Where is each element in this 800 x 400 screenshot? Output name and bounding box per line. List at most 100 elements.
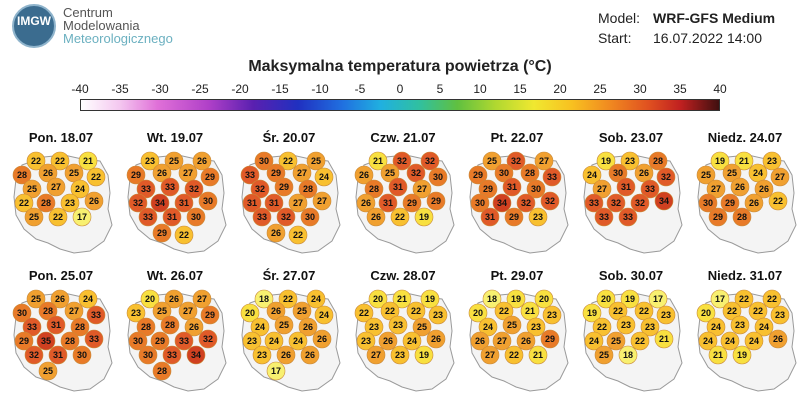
temperature-bubble: 30 bbox=[138, 345, 158, 365]
temperature-value: 28 bbox=[653, 156, 663, 166]
temperature-circle bbox=[608, 163, 628, 183]
temperature-circle bbox=[72, 207, 92, 227]
temperature-bubble: 33 bbox=[240, 165, 260, 185]
temperature-value: 18 bbox=[259, 294, 269, 304]
temperature-circle bbox=[654, 191, 674, 211]
temperature-bubble: 25 bbox=[24, 207, 44, 227]
temperature-circle bbox=[174, 193, 194, 213]
temperature-bubble: 22 bbox=[634, 301, 654, 321]
temperature-value: 30 bbox=[77, 350, 87, 360]
temperature-bubble: 26 bbox=[744, 193, 764, 213]
temperature-value: 32 bbox=[397, 156, 407, 166]
temperature-circle bbox=[744, 193, 764, 213]
temperature-value: 20 bbox=[145, 294, 155, 304]
temperature-bubble: 28 bbox=[364, 179, 384, 199]
temperature-value: 27 bbox=[371, 350, 381, 360]
temperature-circle bbox=[26, 151, 46, 171]
temperature-bubble: 25 bbox=[306, 151, 326, 171]
temperature-value: 24 bbox=[319, 172, 329, 182]
temperature-circle bbox=[722, 301, 742, 321]
temperature-value: 22 bbox=[739, 294, 749, 304]
temperature-value: 23 bbox=[145, 156, 155, 166]
temperature-circle bbox=[492, 331, 512, 351]
temperature-value: 31 bbox=[383, 198, 393, 208]
temperature-bubble: 29 bbox=[274, 177, 294, 197]
day-label: Sob. 30.07 bbox=[598, 268, 664, 283]
temperature-bubble: 19 bbox=[710, 151, 730, 171]
temperature-bubble: 20 bbox=[596, 289, 616, 309]
temperature-bubble: 24 bbox=[748, 163, 768, 183]
temperature-bubble: 22 bbox=[504, 345, 524, 365]
temperature-bubble: 23 bbox=[762, 151, 782, 171]
temperature-circle bbox=[592, 179, 612, 199]
temperature-circle bbox=[708, 345, 728, 365]
temperature-bubble: 27 bbox=[412, 179, 432, 199]
temperature-circle bbox=[356, 193, 376, 213]
temperature-bubble: 28 bbox=[12, 165, 32, 185]
temperature-circle bbox=[46, 177, 66, 197]
temperature-bubble: 33 bbox=[618, 207, 638, 227]
temperature-bubble: 25 bbox=[722, 163, 742, 183]
temperature-circle bbox=[468, 165, 488, 185]
temperature-bubble: 25 bbox=[412, 317, 432, 337]
temperature-bubble: 22 bbox=[278, 151, 298, 171]
temperature-value: 23 bbox=[775, 310, 785, 320]
temperature-circle bbox=[630, 331, 650, 351]
temperature-bubble: 28 bbox=[298, 179, 318, 199]
temperature-value: 29 bbox=[279, 182, 289, 192]
temperature-bubble: 26 bbox=[298, 317, 318, 337]
temperature-bubble: 32 bbox=[606, 193, 626, 213]
day-label: Pon. 18.07 bbox=[28, 130, 94, 145]
temperature-bubble: 25 bbox=[22, 179, 42, 199]
temperature-circle bbox=[478, 317, 498, 337]
temperature-bubble: 32 bbox=[406, 163, 426, 183]
scale-tick-label: -5 bbox=[354, 82, 366, 96]
day-map-panel: Pt. 29.07 18 19 20 20 22 21 23 24 25 23 26 27 26 29 27 2… bbox=[460, 268, 574, 398]
temperature-value: 18 bbox=[623, 350, 633, 360]
temperature-value: 22 bbox=[727, 306, 737, 316]
temperature-bubble: 26 bbox=[38, 163, 58, 183]
temperature-value: 29 bbox=[407, 198, 417, 208]
temperature-bubble: 26 bbox=[366, 207, 386, 227]
temperature-circle bbox=[312, 329, 332, 349]
temperature-value: 25 bbox=[727, 168, 737, 178]
model-value: WRF-GFS Medium bbox=[653, 10, 776, 26]
temperature-bubble: 32 bbox=[184, 179, 204, 199]
temperature-circle bbox=[770, 167, 790, 187]
temperature-bubble: 31 bbox=[46, 315, 66, 335]
temperature-bubble: 30 bbox=[470, 193, 490, 213]
temperature-circle bbox=[762, 151, 782, 171]
temperature-circle bbox=[86, 305, 106, 325]
temperature-circle bbox=[640, 317, 660, 337]
temperature-circle bbox=[696, 303, 716, 323]
temperature-bubble: 21 bbox=[708, 345, 728, 365]
temperature-circle bbox=[506, 289, 526, 309]
scale-tick-label: 20 bbox=[553, 82, 567, 96]
temperature-circle bbox=[502, 315, 522, 335]
temperature-circle bbox=[36, 331, 56, 351]
temperature-bubble: 33 bbox=[542, 167, 562, 187]
temperature-value: 28 bbox=[303, 184, 313, 194]
temperature-bubble: 18 bbox=[618, 345, 638, 365]
temperature-value: 24 bbox=[587, 170, 597, 180]
temperature-circle bbox=[46, 315, 66, 335]
temperature-bubble: 27 bbox=[534, 151, 554, 171]
temperature-circle bbox=[152, 223, 172, 243]
temperature-circle bbox=[540, 329, 560, 349]
temperature-value: 31 bbox=[179, 198, 189, 208]
temperature-bubble: 25 bbox=[606, 331, 626, 351]
temperature-bubble: 27 bbox=[492, 331, 512, 351]
temperature-bubble: 29 bbox=[266, 163, 286, 183]
temperature-bubble: 22 bbox=[288, 225, 308, 245]
temperature-value: 34 bbox=[497, 198, 507, 208]
temperature-circle bbox=[502, 177, 522, 197]
scale-tick-label: -15 bbox=[271, 82, 289, 96]
temperature-circle bbox=[274, 177, 294, 197]
temperature-circle bbox=[24, 207, 44, 227]
temperature-circle bbox=[306, 289, 326, 309]
temperature-value: 21 bbox=[525, 306, 535, 316]
temperature-bubble: 21 bbox=[368, 151, 388, 171]
org-name: Centrum Modelowania Meteorologicznego bbox=[63, 6, 173, 45]
